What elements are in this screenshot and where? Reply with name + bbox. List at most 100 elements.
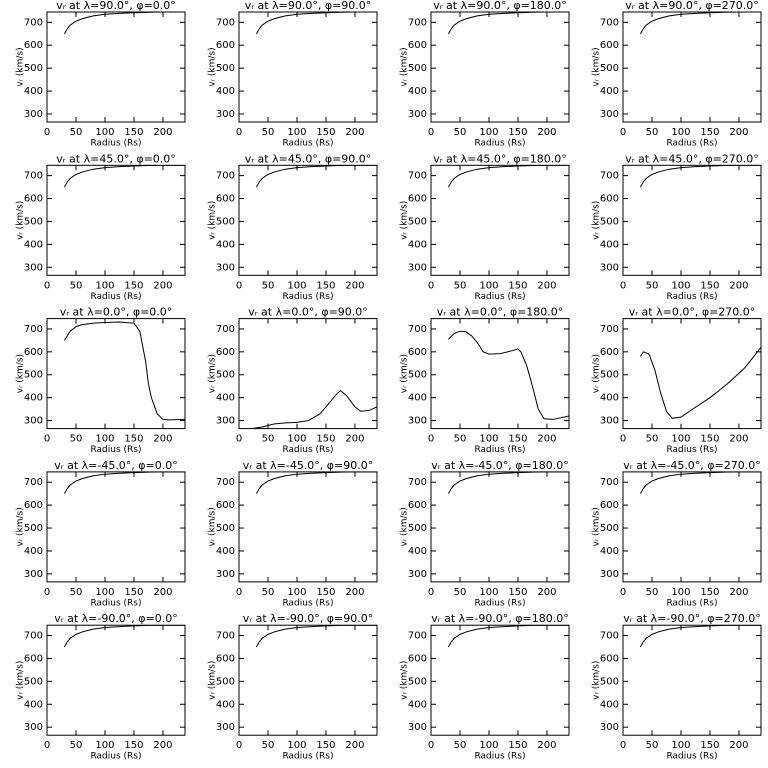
y-tick-label: 700 (216, 631, 235, 642)
x-tick-label: 0 (236, 740, 242, 751)
plot-frame (430, 318, 570, 430)
y-tick-label: 700 (216, 17, 235, 28)
plot-frame (430, 624, 570, 736)
y-tick-label: 500 (216, 370, 235, 381)
x-tick-label: 50 (454, 434, 467, 445)
x-tick-label: 100 (479, 587, 498, 598)
y-tick-label: 400 (600, 239, 619, 250)
x-tick-label: 0 (236, 434, 242, 445)
y-tick-label: 400 (216, 393, 235, 404)
y-tick-label: 500 (600, 370, 619, 381)
chart-title: vᵣ at λ=0.0°, φ=0.0° (60, 306, 173, 319)
x-tick-label: 200 (537, 280, 556, 291)
x-tick-label: 50 (70, 587, 83, 598)
y-tick-label: 300 (216, 416, 235, 427)
line-series (253, 390, 377, 429)
x-tick-label: 50 (262, 434, 275, 445)
y-axis-label: vᵣ (km/s) (16, 354, 26, 393)
x-axis-label: Radius (Rs) (90, 598, 141, 608)
y-tick-label: 500 (24, 63, 43, 74)
y-tick-label: 300 (216, 109, 235, 120)
x-tick-label: 200 (345, 280, 364, 291)
x-tick-label: 100 (671, 280, 690, 291)
x-tick-label: 50 (262, 587, 275, 598)
y-axis-label: vᵣ (km/s) (400, 354, 410, 393)
line-series (255, 165, 377, 188)
x-tick-label: 100 (671, 740, 690, 751)
x-axis-label: Radius (Rs) (282, 598, 333, 608)
x-tick-label: 150 (124, 740, 143, 751)
y-tick-label: 500 (408, 370, 427, 381)
x-tick-label: 50 (646, 127, 659, 138)
plot-frame (238, 624, 378, 736)
y-tick-label: 500 (600, 676, 619, 687)
y-tick-label: 300 (600, 722, 619, 733)
line-series (63, 12, 185, 35)
y-tick-label: 500 (216, 523, 235, 534)
x-tick-label: 200 (345, 740, 364, 751)
y-tick-label: 300 (408, 722, 427, 733)
y-tick-label: 500 (24, 676, 43, 687)
y-tick-label: 400 (24, 239, 43, 250)
x-tick-label: 100 (95, 587, 114, 598)
chart-title: vᵣ at λ=-45.0°, φ=180.0° (431, 459, 569, 472)
line-series (448, 330, 569, 420)
plot-frame (238, 471, 378, 583)
x-axis-label: Radius (Rs) (474, 752, 525, 762)
x-axis-label: Radius (Rs) (282, 292, 333, 302)
plot-frame (430, 471, 570, 583)
y-tick-label: 600 (408, 653, 427, 664)
x-tick-label: 50 (454, 127, 467, 138)
y-tick-label: 600 (216, 347, 235, 358)
y-axis-label: vᵣ (km/s) (208, 661, 218, 700)
y-tick-label: 500 (24, 216, 43, 227)
line-series (639, 471, 761, 494)
line-series (255, 471, 377, 494)
chart-title: vᵣ at λ=45.0°, φ=0.0° (56, 152, 176, 165)
x-tick-label: 0 (44, 740, 50, 751)
x-tick-label: 150 (316, 127, 335, 138)
y-axis-label: vᵣ (km/s) (208, 354, 218, 393)
x-tick-label: 150 (700, 587, 719, 598)
y-tick-label: 700 (216, 171, 235, 182)
y-tick-label: 700 (600, 324, 619, 335)
y-tick-label: 400 (600, 546, 619, 557)
x-tick-label: 100 (479, 740, 498, 751)
y-axis-label: vᵣ (km/s) (208, 201, 218, 240)
y-tick-label: 600 (600, 40, 619, 51)
x-tick-label: 200 (345, 434, 364, 445)
x-tick-label: 200 (729, 127, 748, 138)
x-axis-label: Radius (Rs) (90, 292, 141, 302)
y-tick-label: 300 (216, 569, 235, 580)
y-tick-label: 400 (24, 546, 43, 557)
x-tick-label: 200 (537, 587, 556, 598)
y-tick-label: 400 (600, 393, 619, 404)
x-axis-label: Radius (Rs) (282, 139, 333, 149)
x-tick-label: 100 (671, 127, 690, 138)
x-tick-label: 0 (44, 127, 50, 138)
x-tick-label: 50 (454, 740, 467, 751)
y-tick-label: 300 (600, 569, 619, 580)
x-tick-label: 100 (479, 280, 498, 291)
y-tick-label: 700 (408, 171, 427, 182)
y-tick-label: 300 (408, 569, 427, 580)
y-tick-label: 400 (408, 699, 427, 710)
x-tick-label: 200 (537, 434, 556, 445)
y-tick-label: 400 (600, 86, 619, 97)
line-series (63, 321, 185, 421)
y-tick-label: 700 (216, 324, 235, 335)
y-tick-label: 400 (24, 699, 43, 710)
y-axis-label: vᵣ (km/s) (16, 47, 26, 86)
y-tick-label: 500 (24, 523, 43, 534)
y-tick-label: 500 (408, 523, 427, 534)
y-tick-label: 400 (216, 86, 235, 97)
x-tick-label: 100 (287, 740, 306, 751)
x-tick-label: 200 (537, 127, 556, 138)
x-tick-label: 0 (428, 434, 434, 445)
y-tick-label: 700 (24, 17, 43, 28)
x-tick-label: 100 (479, 434, 498, 445)
plot-frame (46, 471, 186, 583)
x-tick-label: 50 (262, 280, 275, 291)
y-tick-label: 700 (408, 477, 427, 488)
x-axis-label: Radius (Rs) (90, 445, 141, 455)
